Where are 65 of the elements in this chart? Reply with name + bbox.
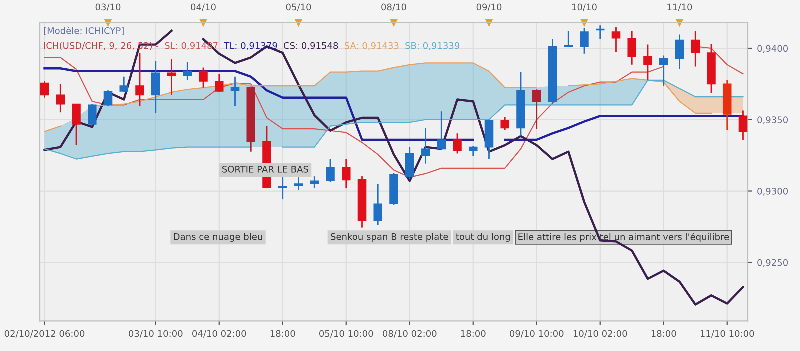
candlestick [278,176,288,200]
text: 04/10 [191,4,216,12]
x-tick-label: 05/10 10:00 [320,330,374,338]
x-tick-label: 02/10/2012 06:00 [4,330,85,338]
candlestick [421,127,430,165]
x-tick-label: 18:00 [652,330,676,338]
candlestick [564,30,574,48]
text: 08/10 [382,4,406,12]
candlestick [40,80,50,99]
series-label: SA: 0,91433 [344,42,399,50]
annotation: Dans ce nuage bleu [174,233,262,242]
candlestick [437,110,446,151]
text: SB: 0,91339 [406,42,460,50]
candlestick [405,146,414,180]
candlestick [136,52,144,107]
candlestick [468,146,478,158]
candlestick [230,76,240,107]
candlestick [453,132,462,154]
candlestick [310,176,320,190]
candlestick [628,30,637,66]
annotation: SORTIE PAR LE BAS [222,166,308,173]
x-tick-label: 09/10 10:00 [510,330,564,338]
candlestick [88,104,97,126]
candlestick [326,158,335,183]
y-tick-label: 0,9300 [758,188,788,196]
candlestick [214,73,224,94]
candlestick [72,104,81,146]
candlestick [151,60,160,114]
candlestick [167,58,176,96]
candlestick [199,67,208,89]
y-tick-label: 0,9250 [758,259,788,268]
x-tick-label: 04/10 02:00 [192,330,246,338]
x-tick-label: 18:00 [461,330,486,338]
x-tick-label: 03/10 10:00 [129,330,183,338]
candlestick [183,62,192,82]
candlestick [675,34,684,70]
candlestick [104,90,113,107]
annotation: [Modèle: ICHICYP] [44,26,124,36]
text: 05/10 [286,4,312,12]
x-tick-label: 18:00 [270,330,296,338]
text: 10/10 [572,4,597,12]
candlestick [532,88,542,130]
y-tick-label: 0,9400 [758,45,788,53]
candlestick [374,183,383,226]
annotation: Senkou span B reste plate [331,233,448,242]
x-tick-label: 08/10 02:00 [383,330,437,338]
candlestick [56,84,66,114]
x-tick-label: 10/10 02:00 [574,330,628,338]
candlestick [120,76,129,94]
candlestick [659,55,668,87]
text: 11/10 [668,4,692,12]
candlestick [691,30,700,68]
text: 09/10 [476,4,502,12]
series-label: CS: 0,91548 [284,42,338,50]
candlestick [644,44,652,82]
x-tick-label: 11/10 10:00 [700,330,754,338]
candlestick [294,176,304,192]
text: 03/10 [96,4,121,12]
text: TL: 0,91379 [224,42,278,50]
y-tick-label: 0,9350 [758,116,788,124]
annotation: tout du long [456,233,510,242]
candlestick [612,26,621,53]
candlestick [342,158,351,190]
candlestick [500,116,510,131]
candlestick [580,28,589,55]
